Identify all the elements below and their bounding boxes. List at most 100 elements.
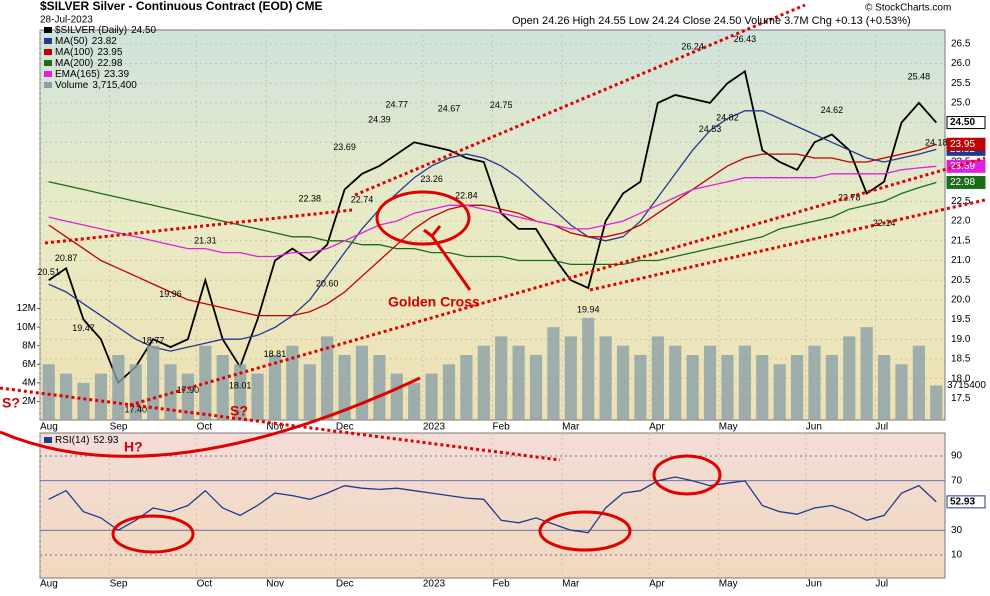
price-label: 20.51 — [37, 267, 60, 277]
y-tick-label: 70 — [951, 475, 963, 486]
last-value-label: 24.50 — [950, 117, 975, 128]
price-label: 24.75 — [490, 100, 513, 110]
x-tick-label: Nov — [266, 422, 284, 433]
volume-bar — [912, 345, 925, 420]
volume-bar — [390, 373, 403, 420]
volume-bar — [930, 385, 943, 420]
x-tick-label: Dec — [336, 579, 354, 590]
y-tick-label: 25.5 — [951, 78, 971, 89]
volume-bar — [460, 355, 473, 420]
circle — [375, 190, 471, 246]
legend-name: $SILVER (Daily) 24.50 — [55, 25, 157, 36]
volume-bar — [338, 355, 351, 420]
volume-bar — [77, 382, 90, 420]
legend-value: 3,715,400 — [92, 80, 137, 91]
y-tick-label: 26.5 — [951, 38, 971, 49]
volume-bar — [843, 336, 856, 420]
legend-label: $SILVER (Daily) — [55, 25, 127, 36]
volume-bar — [634, 355, 647, 420]
legend-label: MA(50) — [55, 36, 88, 47]
legend-label: RSI(14) — [55, 435, 89, 446]
volume-bar — [303, 364, 316, 420]
y-tick-label: 19.5 — [951, 314, 971, 325]
price-label: 19.94 — [577, 305, 600, 315]
volume-bar — [756, 355, 769, 420]
trend-line — [0, 386, 561, 462]
volume-bar — [216, 355, 229, 420]
volume-bar — [564, 336, 577, 420]
volume-bar — [877, 355, 891, 420]
price-label: 24.18 — [925, 138, 948, 148]
x-tick-label: Oct — [197, 579, 213, 590]
price-label: 19.96 — [159, 289, 182, 299]
x-tick-label: Jun — [806, 422, 822, 433]
x-tick-label: Dec — [336, 422, 354, 433]
price-label: 24.77 — [386, 99, 409, 109]
last-value-box — [946, 137, 986, 151]
last-value-label: 22.98 — [950, 177, 975, 188]
volume-bar — [738, 345, 751, 420]
series-line — [48, 110, 937, 352]
price-label: 25.48 — [908, 71, 931, 81]
y-tick-label: 21.5 — [951, 235, 971, 246]
x-tick-label: Apr — [649, 579, 665, 590]
legend-swatch — [44, 82, 52, 88]
x-tick-label: Aug — [40, 422, 58, 433]
volume-bar — [860, 327, 873, 420]
legend-value: 24.50 — [131, 25, 156, 36]
volume-bar — [773, 364, 786, 420]
title: $SILVER Silver - Continuous Contract (EO… — [40, 0, 322, 13]
volume-bar — [442, 364, 456, 420]
volume-bar — [790, 355, 804, 420]
last-value-box — [946, 495, 986, 509]
volume-bar — [599, 336, 612, 420]
arc — [0, 376, 421, 458]
x-tick-label: Sep — [110, 579, 128, 590]
y2-tick-label: 2M — [22, 396, 36, 407]
legend-name: EMA(165) 23.39 — [55, 69, 129, 80]
y2-tick-label: 4M — [22, 377, 36, 388]
arrow — [430, 235, 472, 291]
volume-bar — [286, 345, 299, 420]
price-label: 17.90 — [177, 385, 200, 395]
price-label: 20.87 — [55, 253, 78, 263]
volume-bar — [686, 355, 699, 420]
x-tick-label: Feb — [493, 422, 511, 433]
legend-value: 23.82 — [92, 36, 117, 47]
last-value-box — [946, 159, 986, 173]
last-value-label: 3715400 — [947, 380, 986, 391]
legend-swatch — [44, 71, 52, 77]
legend-swatch — [44, 27, 52, 33]
legend-label: EMA(165) — [55, 69, 100, 80]
plot-layer: 17.5 18.0 18.5 19.0 19.5 20.0 20.5 21.0 21.5 22.0… — [17, 25, 987, 590]
y2-tick-label: 6M — [22, 359, 36, 370]
y-tick-label: 22.5 — [951, 196, 971, 207]
legend-label: MA(100) — [55, 47, 93, 58]
last-value-box — [946, 175, 986, 189]
volume-bar — [373, 355, 386, 420]
legend-name: MA(50) 23.82 — [55, 36, 117, 47]
arrow-head — [423, 225, 442, 239]
price-label: 18.77 — [142, 336, 165, 346]
y2-tick-label: 10M — [17, 322, 36, 333]
price-label: 24.67 — [438, 103, 461, 113]
volume-bar — [616, 345, 630, 420]
series-line — [48, 165, 937, 258]
y-tick-label: 22.0 — [951, 216, 971, 227]
series-line — [48, 476, 937, 534]
legend-value: 23.39 — [104, 69, 129, 80]
volume-bar — [181, 373, 195, 420]
last-value-label: 23.95 — [950, 139, 975, 150]
x-tick-label: Feb — [493, 579, 511, 590]
y-tick-label: 10 — [951, 550, 963, 561]
y2-tick-label: 12M — [17, 303, 36, 314]
legend-value: 23.95 — [97, 47, 122, 58]
annotation: S? — [230, 403, 248, 419]
annotation: Golden Cross — [388, 294, 480, 310]
volume-bar — [355, 345, 369, 420]
circle — [538, 510, 632, 552]
x-tick-label: May — [719, 422, 738, 433]
circle — [652, 454, 722, 496]
